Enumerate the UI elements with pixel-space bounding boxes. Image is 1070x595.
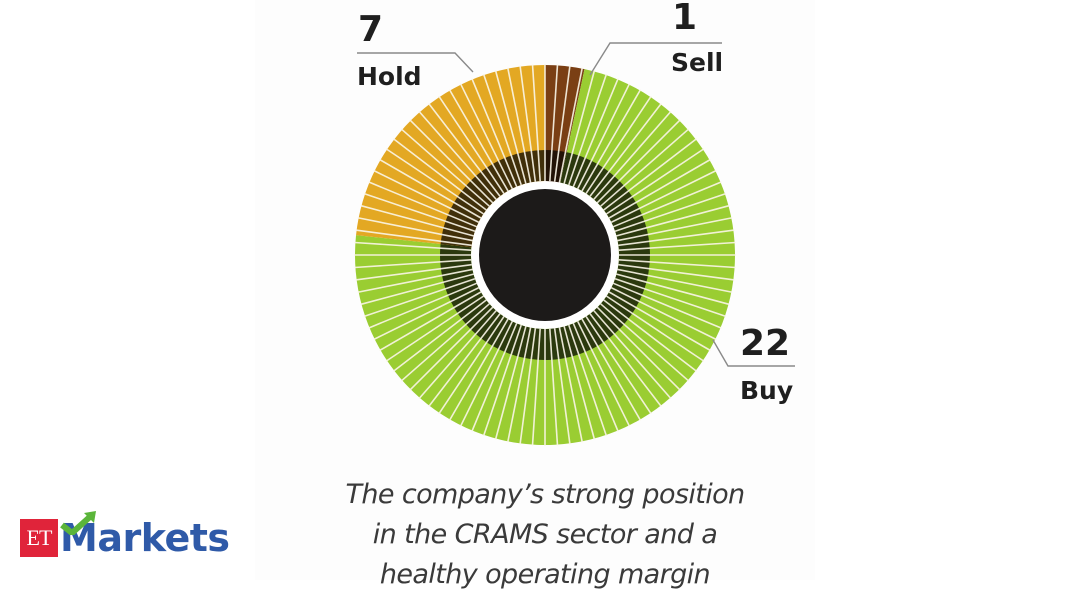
et-markets-logo: ET Markets (20, 511, 230, 560)
radial-stripes (354, 64, 736, 446)
sell-label: Sell (671, 48, 724, 77)
buy-count: 22 (740, 323, 791, 364)
buy-label: Buy (740, 376, 794, 405)
brand-name: Markets (60, 511, 230, 560)
infographic: 7 Hold 1 Sell 22 Buy The company’s stron… (20, 0, 795, 590)
caption: The company’s strong position in the CRA… (300, 475, 790, 595)
donut-center (479, 189, 611, 321)
brand-name-text: Markets (60, 516, 230, 560)
leader-lines (357, 42, 795, 367)
donut-chart (354, 42, 795, 446)
caption-line-2: in the CRAMS sector and a (372, 519, 718, 550)
hold-count: 7 (358, 9, 384, 50)
caption-line-3: healthy operating margin (379, 559, 711, 590)
et-badge: ET (20, 519, 58, 557)
caption-line-1: The company’s strong position (345, 479, 745, 510)
hold-label: Hold (357, 62, 422, 91)
sell-count: 1 (672, 0, 698, 38)
trend-arrow-icon (60, 511, 96, 535)
